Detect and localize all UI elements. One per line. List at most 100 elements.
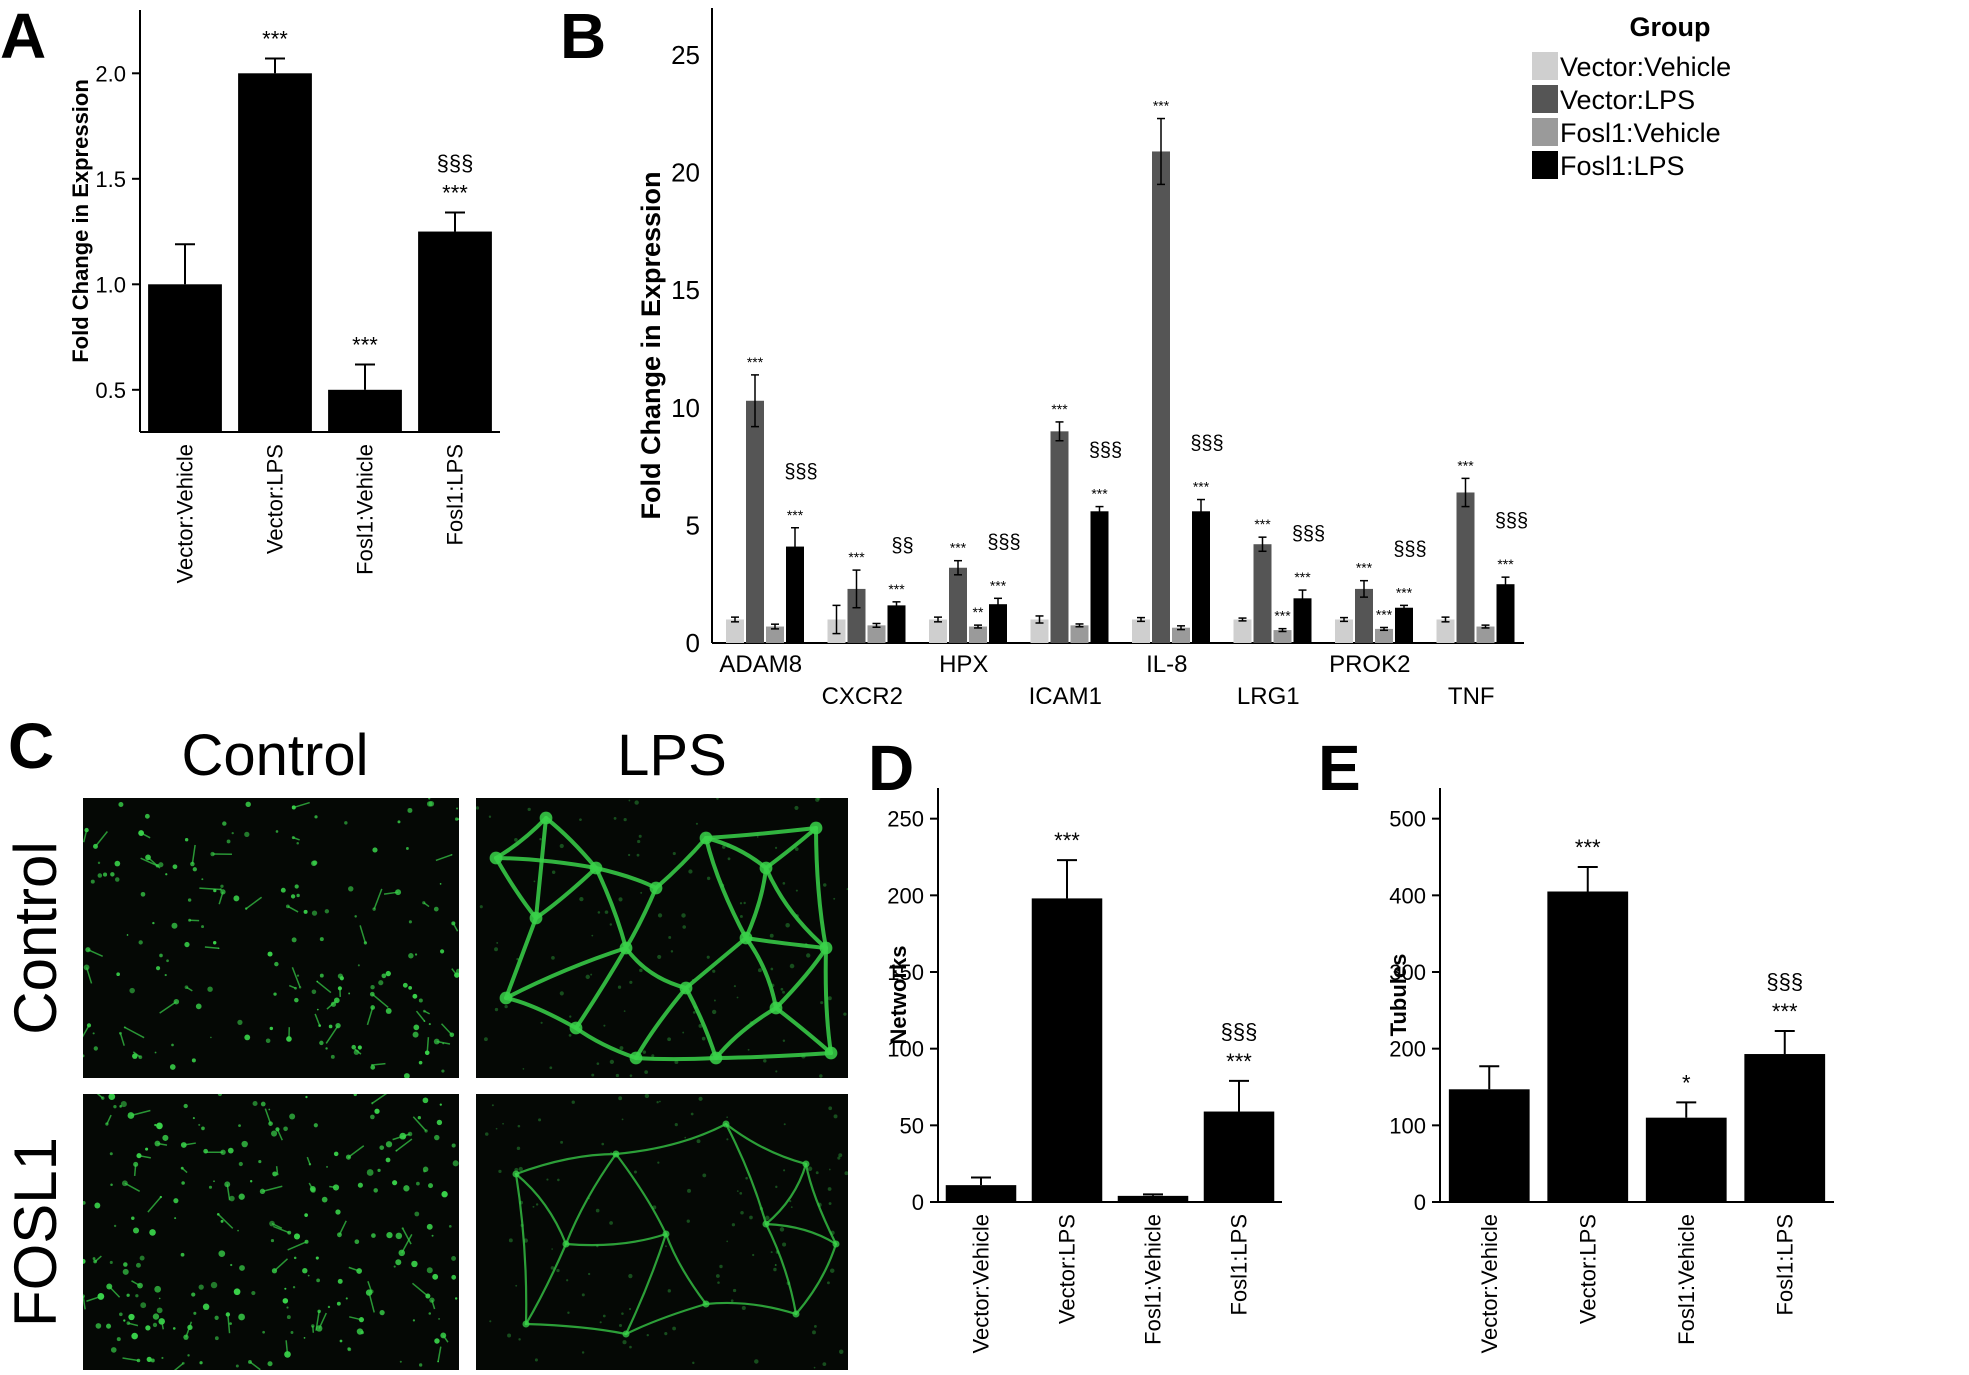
cell-spot [171, 1044, 174, 1047]
cell-spot [551, 1266, 555, 1270]
cell-spot [671, 950, 673, 952]
cell-spot [652, 1205, 656, 1209]
cell-spot [560, 1141, 563, 1144]
y-tick-label: 25 [671, 40, 700, 70]
cell-spot [187, 1354, 189, 1356]
cell-spot [313, 860, 318, 865]
panel-d-letter: D [868, 732, 914, 804]
cell-process [348, 1146, 363, 1157]
panel-c-row-label-fosl1: FOSL1 [2, 1137, 69, 1327]
cell-spot [110, 872, 114, 876]
x-tick-label: Vector:LPS [1575, 1214, 1600, 1324]
cell-spot [496, 1128, 498, 1130]
cell-process [186, 987, 192, 991]
cell-spot [628, 1274, 632, 1278]
cell-spot [304, 1337, 306, 1339]
cell-spot [118, 802, 123, 807]
x-tick-label: TNF [1448, 683, 1495, 710]
cell-process [367, 1008, 372, 1025]
cell-spot [220, 885, 223, 888]
cell-spot [783, 882, 786, 885]
network-branch [616, 1154, 666, 1234]
cell-spot [348, 993, 350, 995]
cell-spot [634, 800, 638, 804]
cell-process [292, 967, 300, 987]
cell-spot [572, 1101, 575, 1104]
bar-vector-vehicle [1449, 1089, 1530, 1202]
cell-spot [629, 1346, 632, 1349]
cell-spot [334, 1152, 339, 1157]
cell-spot [637, 840, 640, 843]
cell-spot [698, 1024, 702, 1028]
cell-spot [519, 1167, 523, 1171]
cell-spot [238, 1314, 245, 1321]
cell-spot [316, 1256, 319, 1259]
cell-spot [783, 1040, 785, 1042]
cell-spot [326, 1166, 328, 1168]
cell-spot [828, 1187, 832, 1191]
cell-spot [337, 1302, 341, 1306]
panel-e-letter: E [1318, 732, 1361, 804]
cell-spot [201, 1127, 205, 1131]
network-branch [536, 818, 546, 918]
cell-process [436, 855, 452, 861]
cell-process [277, 1129, 282, 1140]
cell-spot [515, 1285, 517, 1287]
cell-spot [173, 1198, 178, 1203]
cell-spot [119, 1313, 123, 1317]
cell-spot [591, 935, 593, 937]
cell-spot [600, 1321, 602, 1323]
cell-spot [692, 1362, 694, 1364]
cell-process [329, 1187, 336, 1188]
cell-spot [273, 992, 276, 995]
network-branch [826, 948, 831, 1053]
significance-label: *** [1193, 479, 1210, 495]
cell-process [265, 1109, 270, 1124]
cell-spot [181, 1181, 185, 1185]
cell-spot [396, 1233, 403, 1240]
cell-spot [622, 1340, 626, 1344]
cell-spot [377, 1169, 380, 1172]
network-branch [706, 838, 746, 938]
cell-spot [763, 1059, 766, 1062]
cell-spot [398, 820, 401, 823]
cell-spot [415, 953, 417, 955]
network-branch [776, 948, 826, 1008]
cell-spot [644, 1070, 648, 1074]
cell-spot [716, 798, 718, 800]
cell-spot [597, 1062, 600, 1065]
network-branch [536, 868, 596, 918]
cell-spot [305, 1096, 307, 1098]
cell-spot [354, 1050, 359, 1055]
cell-spot [129, 988, 135, 994]
network-branch [656, 838, 706, 888]
bar-fosl1-lps [1204, 1112, 1275, 1202]
cell-spot [386, 971, 391, 976]
cell-spot [707, 956, 710, 959]
cell-spot [185, 838, 188, 841]
cell-spot [795, 914, 799, 918]
cell-spot [227, 840, 231, 844]
cell-spot [726, 1241, 728, 1243]
cell-spot [657, 1162, 659, 1164]
bar-icam1-fosl1-vehicle [1071, 625, 1089, 643]
cell-spot [726, 1138, 728, 1140]
significance-label: §§§ [1221, 1019, 1258, 1044]
cell-spot [726, 844, 730, 848]
cell-spot [480, 905, 483, 908]
cell-spot [432, 1235, 434, 1237]
cell-spot [610, 923, 612, 925]
network-branch [796, 1244, 836, 1314]
cell-spot [159, 1298, 161, 1300]
cell-spot [209, 1186, 212, 1189]
cell-process [135, 1164, 136, 1175]
cell-process [289, 986, 295, 989]
cell-spot [785, 923, 790, 928]
network-branch [816, 828, 826, 948]
cell-spot [517, 1147, 520, 1150]
cell-spot [651, 1054, 654, 1057]
cell-spot [266, 1038, 271, 1043]
cell-spot [673, 852, 676, 855]
cell-spot [643, 1050, 646, 1053]
cell-process [218, 1214, 233, 1228]
